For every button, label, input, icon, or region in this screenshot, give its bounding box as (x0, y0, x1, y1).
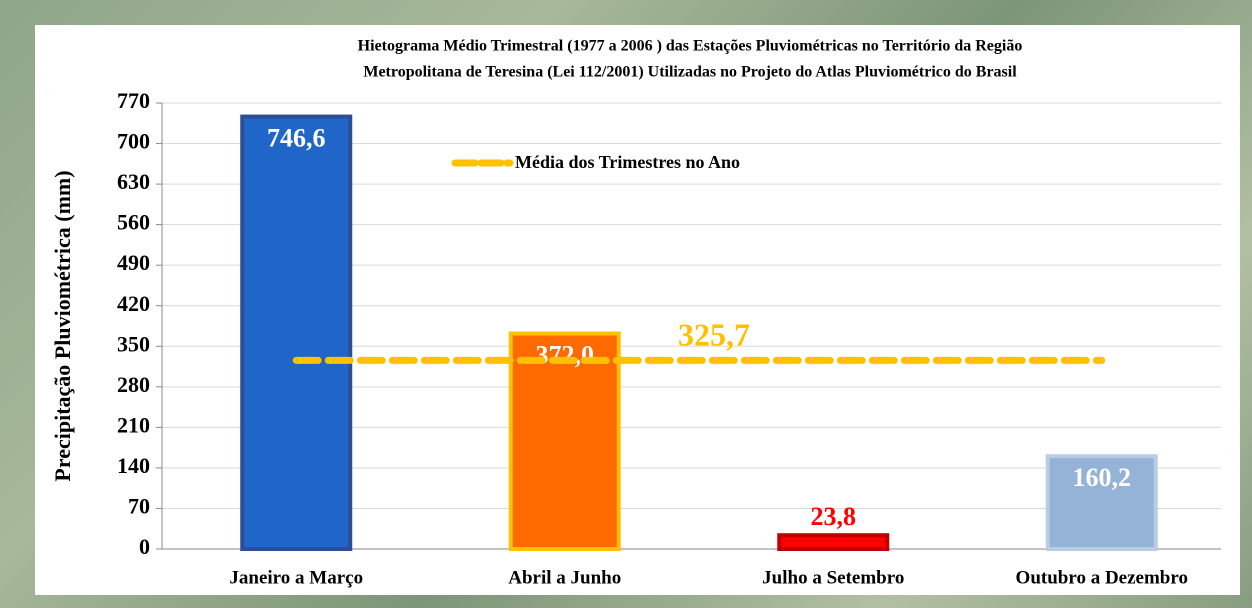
value-label: 372,0 (536, 340, 595, 369)
chart-title: Hietograma Médio Trimestral (1977 a 2006… (358, 38, 1023, 55)
y-tick-label: 350 (117, 331, 150, 356)
legend-label: Média dos Trimestres no Ano (515, 152, 740, 172)
y-tick-label: 140 (117, 453, 150, 478)
mean-label: 325,7 (678, 317, 750, 353)
y-tick-label: 280 (117, 372, 150, 397)
y-tick-label: 210 (117, 412, 150, 437)
y-tick-label: 700 (117, 129, 150, 154)
value-label: 23,8 (811, 502, 857, 531)
y-tick-label: 420 (117, 291, 150, 316)
x-tick-label: Julho a Setembro (762, 567, 904, 588)
bar (508, 331, 621, 551)
chart-title: Metropolitana de Teresina (Lei 112/2001)… (363, 64, 1017, 81)
y-tick-label: 770 (117, 88, 150, 113)
y-tick-label: 70 (128, 494, 150, 519)
value-label: 746,6 (267, 124, 326, 153)
x-tick-label: Abril a Junho (508, 567, 621, 588)
x-tick-label: Janeiro a Março (229, 567, 363, 588)
chart-panel (35, 25, 1240, 595)
y-axis-label: Precipitação Pluviométrica (mm) (50, 170, 75, 481)
y-tick-label: 0 (139, 534, 150, 559)
bar (1045, 454, 1158, 551)
x-tick-label: Outubro a Dezembro (1016, 567, 1188, 588)
y-tick-label: 490 (117, 250, 150, 275)
y-tick-label: 560 (117, 210, 150, 235)
bar (240, 114, 353, 551)
y-tick-label: 630 (117, 169, 150, 194)
value-label: 160,2 (1073, 463, 1132, 492)
bar (777, 533, 890, 551)
